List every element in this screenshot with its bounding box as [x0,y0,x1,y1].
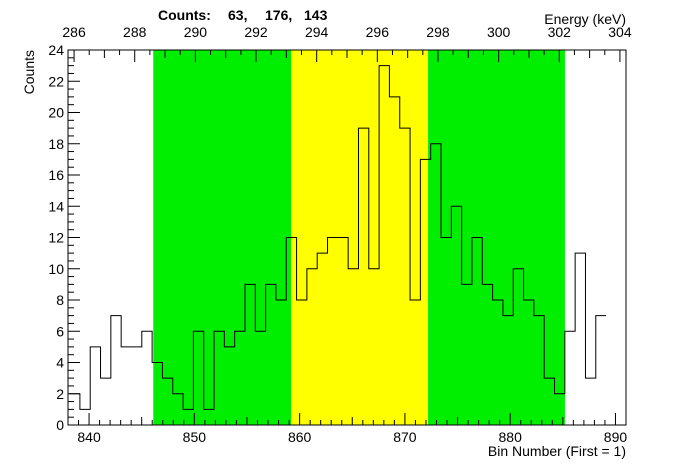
counts-label: Counts: [158,7,211,23]
histogram-bin [513,269,523,425]
y-tick-label: 14 [48,198,64,214]
x2-tick-label: 300 [487,24,511,40]
histogram-bin [503,316,513,425]
histogram-bin [441,238,451,426]
x-tick-label: 880 [499,429,523,445]
histogram-bin [596,316,606,425]
histogram-bin [575,253,585,425]
histogram-bin [328,238,338,426]
histogram-bin [245,284,255,425]
histogram-bin [482,284,492,425]
histogram-bin [348,269,358,425]
histogram-bin [183,409,193,425]
x2-tick-label: 294 [305,24,329,40]
axes: 840 850 860 870 880 8900246810121416182022242… [48,24,631,445]
histogram-bin [524,300,534,425]
histogram-bin [142,331,152,425]
y-tick-label: 20 [48,105,64,121]
x2-tick-label: 288 [123,24,147,40]
y-tick-label: 6 [56,323,64,339]
histogram-bin [152,363,162,426]
region-left-background [153,50,292,425]
histogram-bin [462,284,472,425]
x2-tick-label: 292 [244,24,268,40]
histogram-bin [379,66,389,425]
histogram-bin [101,378,111,425]
counts-value-peak: 176, [265,7,292,23]
histogram-outline [69,65,607,410]
y-tick-label: 24 [48,42,64,58]
histogram-bin [317,253,327,425]
y-axis-title: Counts [21,50,37,94]
region-peak [291,50,429,425]
histogram-bin [286,238,296,426]
x-axis-title: Bin Number (First = 1) [488,443,626,459]
histogram-bin [307,269,317,425]
histogram-bin [235,331,245,425]
histogram-bin [162,378,172,425]
y-tick-label: 12 [48,230,64,246]
histogram-bin [338,238,348,426]
histogram-bin [389,97,399,425]
y-tick-label: 2 [56,386,64,402]
histogram-bin [431,144,441,425]
histogram-bin [224,347,234,425]
y-tick-label: 10 [48,261,64,277]
histogram-bin [193,331,203,425]
y-tick-label: 8 [56,292,64,308]
y-tick-label: 22 [48,73,64,89]
histogram-bin [131,347,141,425]
counts-value-right: 143 [304,7,328,23]
histogram-bin [173,394,183,425]
histogram-bin [493,300,503,425]
x2-tick-label: 286 [62,24,86,40]
x2-tick-label: 290 [184,24,208,40]
histogram-bin [297,300,307,425]
histogram-bin [90,347,100,425]
x2-tick-label: 304 [608,24,632,40]
histogram-bin [534,316,544,425]
histogram-bin [472,238,482,426]
y-tick-label: 4 [56,355,64,371]
y-tick-label: 16 [48,167,64,183]
y-tick-label: 0 [56,417,64,433]
x-tick-label: 850 [183,429,207,445]
x-tick-label: 860 [288,429,312,445]
histogram-bin [585,378,595,425]
histogram-bin [410,300,420,425]
x2-tick-label: 296 [366,24,390,40]
y-tick-label: 18 [48,136,64,152]
histogram-bin [544,378,554,425]
histogram-bin [121,347,131,425]
x2-axis-title: Energy (keV) [544,11,626,27]
histogram-bin [111,316,121,425]
histogram-bin [358,128,368,425]
histogram-bin [255,331,265,425]
histogram-bin [266,284,276,425]
histogram-bin [400,128,410,425]
histogram-bin [565,331,575,425]
histogram-bin [451,206,461,425]
x-tick-label: 870 [393,429,417,445]
x-tick-label: 890 [604,429,628,445]
x2-tick-label: 302 [548,24,572,40]
histogram-bin [420,159,430,425]
x2-tick-label: 298 [426,24,450,40]
x-tick-label: 840 [77,429,101,445]
counts-value-left: 63, [228,7,247,23]
histogram-bin [276,300,286,425]
histogram-bin [214,331,224,425]
histogram-bin [369,269,379,425]
region-bands [153,50,565,425]
